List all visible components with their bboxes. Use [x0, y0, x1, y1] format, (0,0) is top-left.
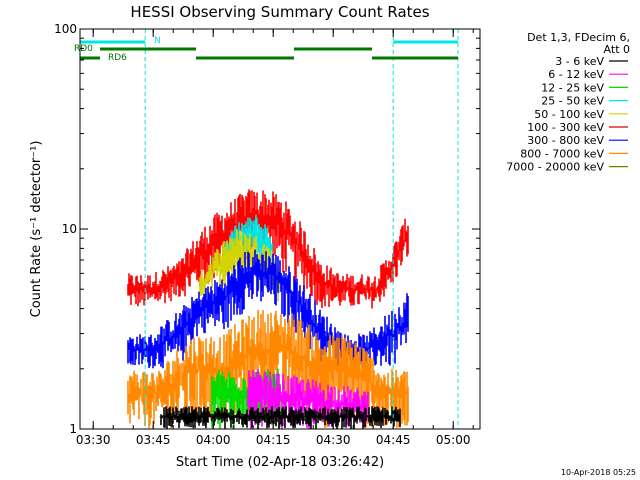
flag-label-rd0: RD0 [74, 44, 93, 54]
series-mark [247, 369, 369, 429]
legend-header-line2: Att 0 [604, 43, 630, 56]
legend-header-line1: Det 1,3, FDecim 6, [527, 31, 630, 44]
legend-entry-label: 300 - 800 keV [527, 134, 604, 147]
flag-label-n: N [154, 36, 161, 46]
plot-area: N RD0 RD6 [74, 29, 459, 429]
series-3-6-kev [159, 406, 401, 429]
legend-entry-label: 12 - 25 keV [541, 81, 604, 94]
series-mark [159, 406, 401, 429]
x-tick-label: 04:30 [316, 433, 351, 447]
axes: 03:30 03:45 04:00 04:15 04:30 04:45 05:00 1 10 10… [54, 22, 480, 447]
footer-timestamp: 10-Apr-2018 05:25 [561, 468, 636, 477]
y-tick-label: 10 [62, 222, 77, 236]
series-100-300-kev [127, 189, 409, 309]
legend-entry-label: 25 - 50 keV [541, 95, 604, 108]
y-axis-label: Count Rate (s⁻¹ detector⁻¹) [29, 141, 44, 318]
y-tick-label: 1 [69, 422, 77, 436]
x-tick-label: 04:00 [196, 433, 231, 447]
chart-title: HESSI Observing Summary Count Rates [130, 3, 429, 21]
flag-label-rd6: RD6 [108, 53, 127, 63]
x-axis-label: Start Time (02-Apr-18 03:26:42) [176, 455, 384, 470]
series-mark [127, 189, 409, 309]
legend-entry-label: 800 - 7000 keV [520, 147, 604, 160]
y-tick-label: 100 [54, 22, 77, 36]
x-tick-label: 05:00 [436, 433, 471, 447]
legend-entry-label: 7000 - 20000 keV [506, 161, 604, 174]
flags: N RD0 RD6 [74, 36, 458, 63]
x-tick-label: 04:15 [256, 433, 291, 447]
x-tick-label: 03:30 [76, 433, 111, 447]
series-6-12-kev [247, 369, 369, 429]
legend-entry-label: 50 - 100 keV [534, 108, 604, 121]
x-tick-label: 03:45 [136, 433, 171, 447]
legend-entry-label: 100 - 300 keV [527, 121, 604, 134]
legend-entry-label: 6 - 12 keV [548, 68, 604, 81]
legend-entry-label: 3 - 6 keV [555, 55, 604, 68]
x-tick-label: 04:45 [376, 433, 411, 447]
